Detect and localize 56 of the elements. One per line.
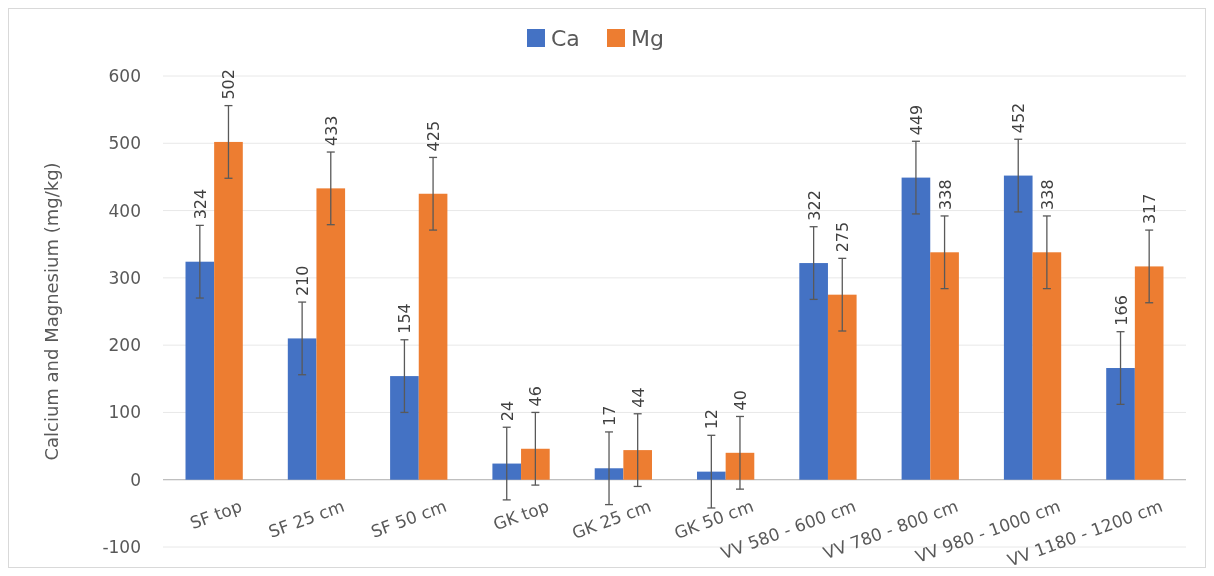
y-axis-title: Calcium and Magnesium (mg/kg) <box>41 162 62 461</box>
data-label: 449 <box>906 104 926 136</box>
bar <box>492 463 522 480</box>
data-label: 317 <box>1140 193 1160 225</box>
data-label: 210 <box>293 265 313 297</box>
bar <box>901 177 931 480</box>
data-label: 154 <box>395 303 415 334</box>
bar <box>1134 266 1164 480</box>
data-label: 46 <box>526 386 546 407</box>
bar <box>594 468 624 480</box>
y-tick-label: 0 <box>130 469 141 490</box>
data-label: 324 <box>190 188 210 220</box>
bar <box>185 261 215 480</box>
data-label: 44 <box>628 387 648 408</box>
bar <box>418 193 448 480</box>
data-label: 433 <box>321 115 341 147</box>
y-tick-label: 300 <box>108 267 141 288</box>
data-label: 338 <box>935 179 955 210</box>
bar <box>1032 252 1062 480</box>
bar <box>930 252 959 480</box>
data-label: 166 <box>1111 295 1131 326</box>
x-tick-label: SF top <box>187 495 245 534</box>
bar <box>521 448 550 480</box>
data-label: 502 <box>219 69 239 100</box>
bar <box>390 376 419 480</box>
data-label: 24 <box>497 400 517 422</box>
x-tick-label: GK 25 cm <box>569 495 654 543</box>
data-label: 338 <box>1037 179 1057 210</box>
data-label: 12 <box>702 408 722 430</box>
y-tick-label: 400 <box>108 200 141 221</box>
data-label: 452 <box>1009 102 1029 134</box>
bar <box>827 294 857 480</box>
y-tick-label: 500 <box>108 133 141 154</box>
y-tick-label: 100 <box>108 402 141 423</box>
bar <box>697 471 726 480</box>
bar <box>799 263 828 480</box>
bar <box>1003 175 1033 480</box>
bar <box>214 141 243 480</box>
data-label: 425 <box>424 120 444 152</box>
bar <box>316 188 346 480</box>
x-tick-label: SF 50 cm <box>368 495 450 542</box>
y-tick-label: 600 <box>108 65 141 86</box>
x-tick-label: GK top <box>490 495 552 535</box>
bar <box>725 452 755 480</box>
data-label: 17 <box>600 405 620 426</box>
x-tick-label: SF 25 cm <box>265 495 347 542</box>
legend-label: Ca <box>551 25 580 51</box>
y-tick-label: 200 <box>108 335 141 356</box>
data-label: 322 <box>804 190 824 221</box>
y-tick-label: -100 <box>102 536 141 557</box>
data-label: 40 <box>730 390 750 411</box>
bar <box>623 450 652 480</box>
data-label: 275 <box>833 221 853 253</box>
bar <box>1106 368 1135 480</box>
bar <box>287 338 317 480</box>
legend-label: Mg <box>631 25 664 51</box>
